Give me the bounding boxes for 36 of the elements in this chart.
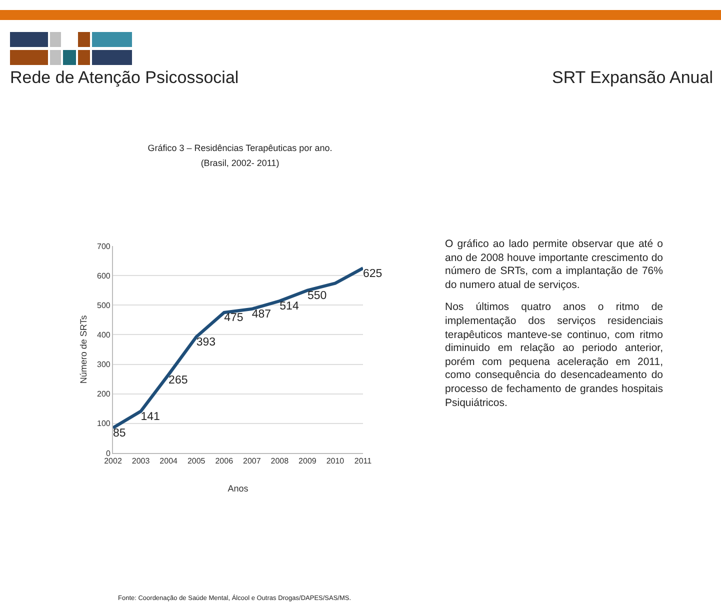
- x-tick-label: 2004: [160, 456, 178, 466]
- x-tick-label: 2008: [270, 456, 290, 466]
- data-label: 550: [307, 290, 327, 302]
- y-tick-label: 100: [97, 419, 111, 428]
- x-tick-label: 2010: [326, 456, 345, 466]
- data-label: 393: [196, 336, 216, 348]
- text: SRT Expansão Anual: [552, 68, 713, 88]
- data-label: 265: [168, 374, 188, 386]
- y-tick-label: 300: [97, 360, 111, 370]
- y-axis-title: Número de SRTs: [78, 314, 88, 384]
- data-label: 514: [280, 300, 300, 313]
- x-tick-label: 2006: [215, 456, 234, 466]
- y-tick-label: 500: [97, 300, 111, 310]
- data-label: 487: [252, 308, 272, 321]
- x-tick-label: 2011: [354, 456, 372, 466]
- text: O gráfico ao lado permite observar que até o ano de 2008 houve importante crescimento do número de SRTs, com a implantação de 76% do numero atual de serviços.: [445, 238, 663, 292]
- x-tick-label: 2005: [187, 456, 206, 466]
- y-tick-label: 600: [97, 271, 111, 280]
- y-tick-label: 400: [97, 330, 111, 340]
- y-tick-label: 700: [97, 242, 111, 251]
- data-label: 85: [113, 427, 126, 440]
- text: Rede de Atenção Psicossocial: [10, 68, 239, 88]
- x-axis-title: Anos: [228, 483, 249, 494]
- line-series: [113, 266, 363, 430]
- x-tick-label: 2002: [104, 456, 122, 466]
- chart-title: Gráfico 3 – Residências Terapêuticas por ano.: [146, 143, 334, 153]
- y-tick-label: 0: [106, 448, 111, 458]
- x-tick-label: 2007: [242, 456, 262, 466]
- x-tick-label: 2009: [298, 456, 317, 466]
- text: Nos últimos quatro anos o ritmo de implementação dos serviços residenciais terapêuticos manteve-se continuo, com ritmo diminuido em relação ao periodo anterior, porém com pequena aceleração em 2011, como consequência do desencadeamento do processo de fechamento de grandes hospitais Psiquiátricos.: [445, 301, 663, 410]
- y-tick-label: 200: [97, 390, 111, 399]
- data-label: 141: [140, 410, 160, 423]
- chart-subtitle: (Brasil, 2002- 2011): [200, 158, 280, 168]
- data-label: 625: [363, 268, 382, 280]
- x-tick-label: 2003: [132, 456, 150, 466]
- data-label: 475: [224, 312, 244, 324]
